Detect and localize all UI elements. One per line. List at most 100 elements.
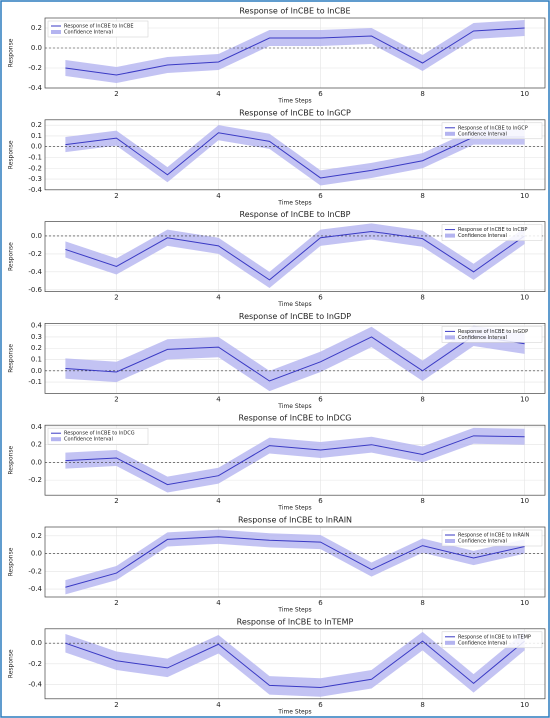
y-tick-label: -0.4 [28,585,42,593]
legend-swatch [445,539,455,543]
y-tick-label: 0.2 [31,441,42,449]
y-tick-label: 0.0 [31,639,42,647]
plot-frame [44,424,546,496]
legend-box [47,427,149,445]
x-tick-label: 2 [114,497,118,505]
y-tick-label: 0.0 [31,458,42,466]
panel: Response of lnCBE to lnRAIN -0.4 -0.2 0.0 0.… [8,516,546,614]
legend-swatch [445,233,455,238]
chart-title: Response of lnCBE to lnCBE [239,7,350,16]
x-axis-label: Time Steps [277,98,311,105]
response-line [65,27,525,76]
legend-label: Confidence Interval [458,539,507,545]
y-axis-label: Response [8,547,15,576]
y-axis-label: Response [8,38,15,67]
x-tick-label: 8 [420,497,424,505]
x-tick-label: 10 [520,701,529,709]
legend-swatch [51,30,61,34]
legend-box [441,224,543,241]
legend-label: Response of lnCBE to lnGCP [458,125,528,131]
y-tick-label: -0.4 [28,84,42,92]
legend-swatch [51,437,61,442]
panel: Response of lnCBE to lnDCG -0.2 0.0 0.2 0.4 2… [8,414,546,512]
y-axis-label: Response [8,344,15,373]
x-tick-label: 6 [318,701,323,709]
y-tick-label: 0.4 [31,322,43,330]
x-tick-label: 4 [216,294,221,302]
x-tick-label: 8 [420,294,424,302]
chart-title: Response of lnCBE to lnGDP [239,312,351,321]
y-tick-label: -0.4 [28,186,42,194]
x-tick-label: 6 [318,599,323,607]
confidence-band [65,125,525,186]
legend-box [441,122,543,140]
plot-frame [44,323,546,394]
legend-box [441,529,543,547]
x-tick-label: 2 [114,599,118,607]
y-tick-label: 0.0 [31,550,42,558]
x-tick-label: 2 [114,90,118,98]
chart-title: Response of lnCBE to lnCBP [240,210,351,219]
y-tick-label: -0.1 [28,153,42,161]
x-tick-label: 10 [520,294,529,302]
x-tick-label: 4 [216,192,221,200]
x-tick-label: 6 [318,294,323,302]
y-axis-label: Response [8,649,15,678]
chart-title: Response of lnCBE to lnGCP [239,108,351,117]
y-tick-label: 0.0 [31,232,42,240]
x-axis-label: Time Steps [277,403,311,410]
legend-label: Confidence Interval [458,131,507,137]
x-tick-label: 6 [318,90,323,98]
x-tick-label: 10 [520,395,529,403]
chart-title: Response of lnCBE to lnRAIN [238,516,352,525]
x-tick-label: 6 [318,192,323,200]
legend-swatch [445,131,455,136]
y-tick-label: -0.2 [28,250,42,258]
x-tick-label: 2 [114,395,118,403]
legend-box [441,631,543,649]
legend-label: Response of lnCBE to lnCBE [64,24,134,30]
x-tick-label: 8 [420,701,424,709]
y-tick-label: -0.2 [28,567,42,575]
y-tick-label: -0.1 [28,378,42,386]
confidence-band [65,427,525,493]
panel: Response of lnCBE to lnCBP -0.6 -0.4 -0.2 0.… [8,210,546,308]
x-axis-label: Time Steps [277,708,311,715]
y-tick-label: 0.2 [31,344,42,352]
y-tick-label: -0.6 [28,286,42,294]
panel: Response of lnCBE to lnGCP -0.4 -0.3 -0.2 -0… [8,108,546,206]
chart-title: Response of lnCBE to lnTEMP [237,617,354,626]
y-axis-label: Response [8,242,15,271]
y-tick-label: -0.2 [28,660,42,668]
legend-label: Response of lnCBE to lnGDP [458,329,528,335]
y-tick-label: 0.2 [31,532,42,540]
x-axis-label: Time Steps [277,301,311,308]
y-tick-label: -0.2 [28,64,42,72]
legend-label: Response of lnCBE to lnTEMP [458,634,531,640]
x-tick-label: 10 [520,90,529,98]
y-tick-label: 0.4 [31,423,43,431]
legend-swatch [445,335,455,340]
legend-label: Confidence Interval [458,335,507,341]
x-tick-label: 6 [318,395,323,403]
legend-box [441,326,543,343]
response-line [65,640,525,688]
legend-label: Confidence Interval [64,30,113,36]
x-tick-label: 4 [216,701,221,709]
x-tick-label: 8 [420,395,424,403]
x-tick-label: 4 [216,599,221,607]
x-tick-label: 4 [216,395,221,403]
plot-frame [44,221,546,292]
confidence-band [65,20,525,83]
confidence-band [65,529,525,595]
x-axis-label: Time Steps [277,199,311,206]
x-tick-label: 8 [420,90,424,98]
x-tick-label: 10 [520,599,529,607]
y-tick-label: -0.4 [28,680,42,688]
x-tick-label: 2 [114,701,118,709]
x-tick-label: 8 [420,192,424,200]
y-tick-label: 0.2 [31,24,42,32]
legend-box [47,20,149,38]
